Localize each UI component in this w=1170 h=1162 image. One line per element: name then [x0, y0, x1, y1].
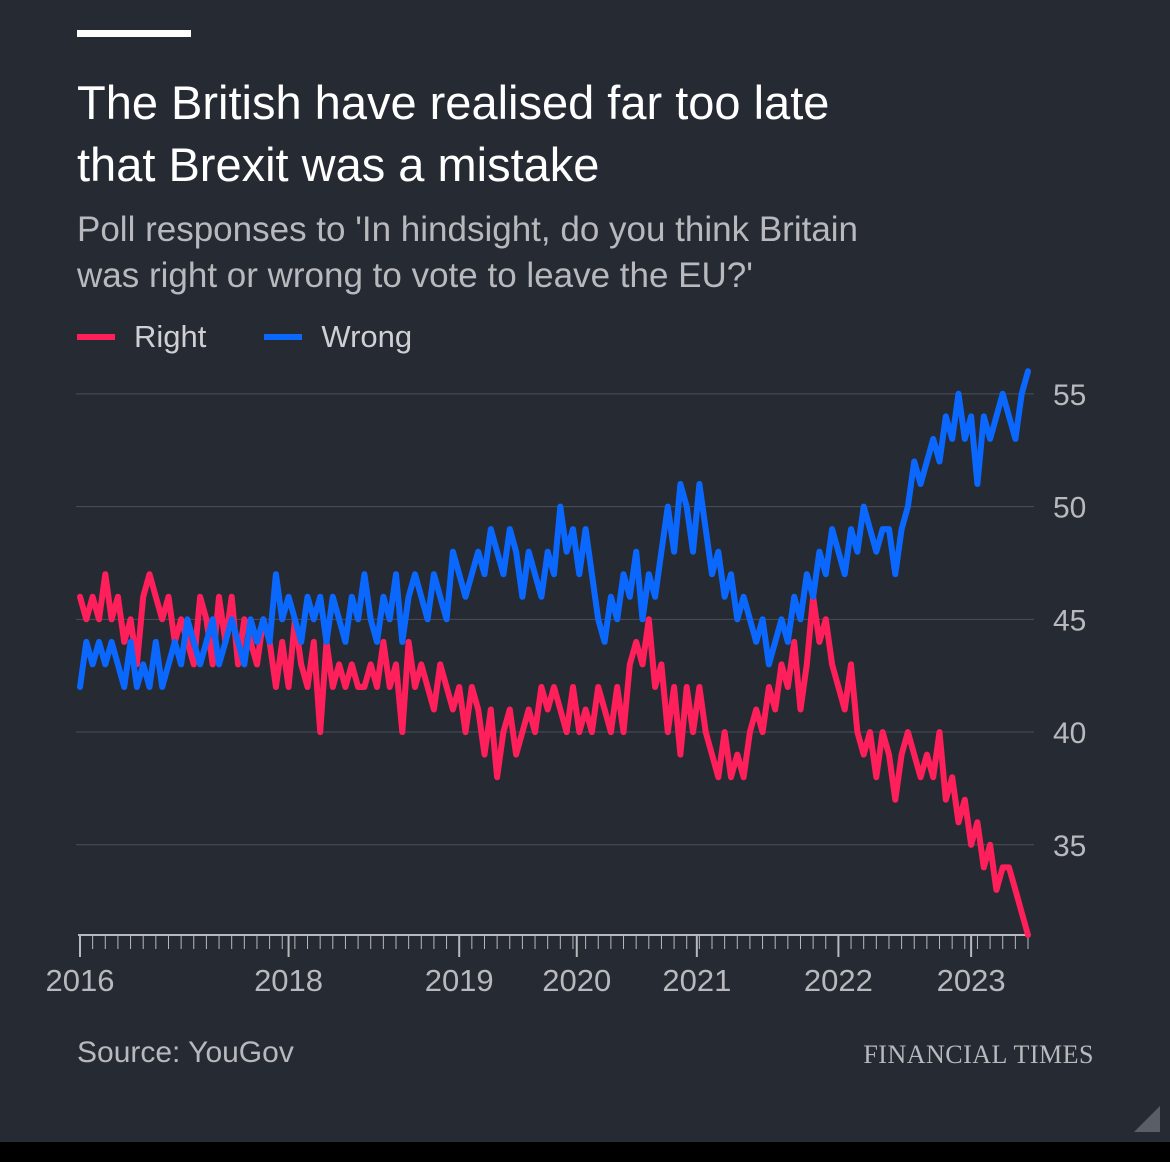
legend: Right Wrong: [77, 316, 470, 358]
y-tick-label-35: 35: [1053, 830, 1086, 863]
legend-swatch-right: [77, 334, 115, 340]
y-tick-label-40: 40: [1053, 717, 1086, 750]
series-line-right: [77, 571, 1031, 938]
y-tick-label-55: 55: [1053, 379, 1086, 412]
legend-swatch-wrong: [264, 334, 303, 340]
legend-item-right: Right: [77, 319, 206, 355]
legend-label-right: Right: [134, 319, 207, 354]
source-note: Source: YouGov: [77, 1036, 294, 1069]
x-tick-label-2016: 2016: [46, 963, 115, 998]
legend-label-wrong: Wrong: [321, 319, 413, 354]
x-tick-label-2018: 2018: [254, 963, 323, 998]
title-line-1: The British have realised far too late: [77, 76, 830, 129]
x-tick-label-2023: 2023: [937, 963, 1006, 998]
x-tick-label-2020: 2020: [542, 963, 611, 998]
chart-subtitle: Poll responses to 'In hindsight, do you …: [77, 207, 1077, 299]
x-tick-label-2022: 2022: [804, 963, 873, 998]
chart-title: The British have realised far too late t…: [77, 72, 1077, 196]
x-tick-label-2019: 2019: [425, 963, 494, 998]
resize-handle-icon: [1134, 1106, 1160, 1132]
subtitle-line-2: was right or wrong to vote to leave the …: [77, 256, 753, 295]
y-tick-label-45: 45: [1053, 604, 1086, 637]
line-chart: 35 40 45 50 55 2016 2018 2019 2020 2021 2022 2023: [46, 368, 1086, 998]
legend-item-wrong: Wrong: [264, 319, 412, 355]
brand-wordmark: FINANCIAL TIMES: [863, 1040, 1094, 1069]
y-tick-label-50: 50: [1053, 492, 1086, 525]
subtitle-line-1: Poll responses to 'In hindsight, do you …: [77, 210, 859, 249]
x-tick-label-2021: 2021: [662, 963, 731, 998]
title-line-2: that Brexit was a mistake: [77, 138, 600, 191]
header-accent-bar: [77, 30, 191, 37]
series-line-wrong: [77, 368, 1031, 690]
